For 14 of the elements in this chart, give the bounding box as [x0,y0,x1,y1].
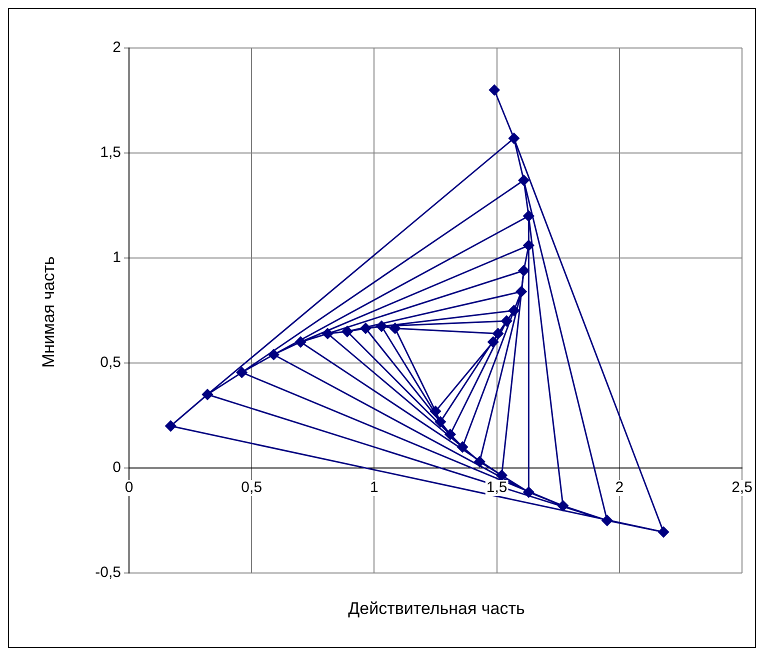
y-tick-label: 1,5 [100,144,121,162]
x-tick-label: 2,5 [732,479,752,496]
x-axis-title: Действительная часть [347,599,526,619]
x-tick-label: 0 [124,479,134,496]
x-tick-label: 2 [615,479,624,496]
x-tick-label: 1 [370,479,378,496]
y-tick-label: -0,5 [95,564,121,582]
x-tick-label: 0,5 [241,479,262,496]
y-tick-label: 0 [112,459,121,476]
y-axis-title: Мнимая часть [39,256,59,368]
x-tick-label: 1,5 [486,479,508,496]
y-tick-label: 0,5 [100,354,121,372]
y-tick-label: 1 [112,249,121,266]
y-tick-label: 2 [112,39,121,56]
